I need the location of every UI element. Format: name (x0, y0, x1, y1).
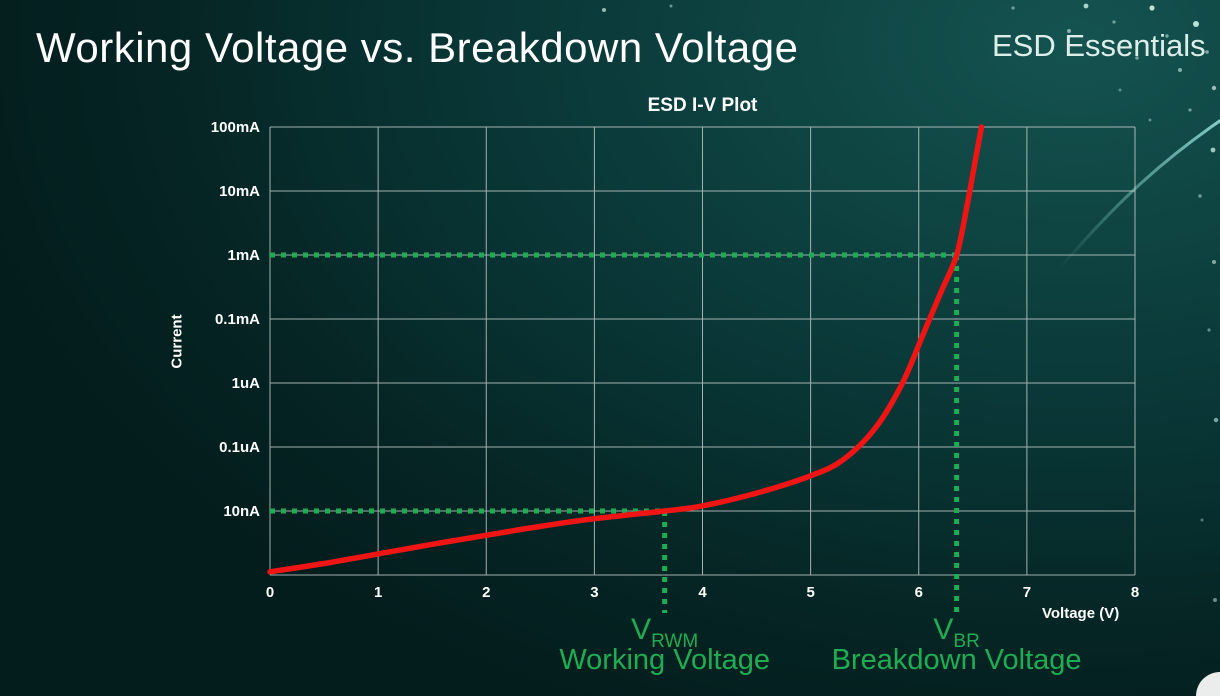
chart-title: ESD I-V Plot (647, 95, 758, 116)
annotation-vbr-guides (270, 252, 960, 613)
svg-text:10nA: 10nA (223, 503, 260, 520)
corner-shape (1196, 672, 1220, 696)
svg-text:10mA: 10mA (219, 183, 260, 200)
svg-text:3: 3 (590, 584, 598, 601)
annotation-vrwm-caption: Working Voltage (559, 644, 770, 676)
annotation-vrwm-symbol: VRWM (631, 613, 698, 652)
svg-text:4: 4 (698, 584, 707, 601)
svg-text:7: 7 (1023, 584, 1031, 601)
y-tick-labels: 100mA 10mA 1mA 0.1mA 1uA 0.1uA 10nA (211, 119, 260, 520)
svg-text:0.1mA: 0.1mA (215, 311, 260, 328)
brand-text: ESD Essentials (992, 28, 1206, 63)
svg-text:1: 1 (374, 584, 382, 601)
svg-text:100mA: 100mA (211, 119, 260, 136)
x-axis-label: Voltage (V) (1042, 605, 1120, 622)
svg-text:8: 8 (1131, 584, 1139, 601)
x-tick-labels: 0 1 2 3 4 5 6 7 8 (266, 584, 1139, 601)
svg-text:5: 5 (806, 584, 814, 601)
svg-text:1uA: 1uA (232, 375, 261, 392)
background-sparkles (602, 3, 1219, 602)
svg-text:1mA: 1mA (227, 247, 260, 264)
svg-text:0.1uA: 0.1uA (219, 439, 260, 456)
annotation-vbr-caption: Breakdown Voltage (832, 644, 1082, 676)
iv-curve (267, 124, 985, 575)
annotation-vbr-symbol: VBR (933, 613, 979, 652)
svg-text:0: 0 (266, 584, 274, 601)
svg-text:6: 6 (915, 584, 923, 601)
svg-text:2: 2 (482, 584, 490, 601)
page-title: Working Voltage vs. Breakdown Voltage (36, 24, 799, 71)
